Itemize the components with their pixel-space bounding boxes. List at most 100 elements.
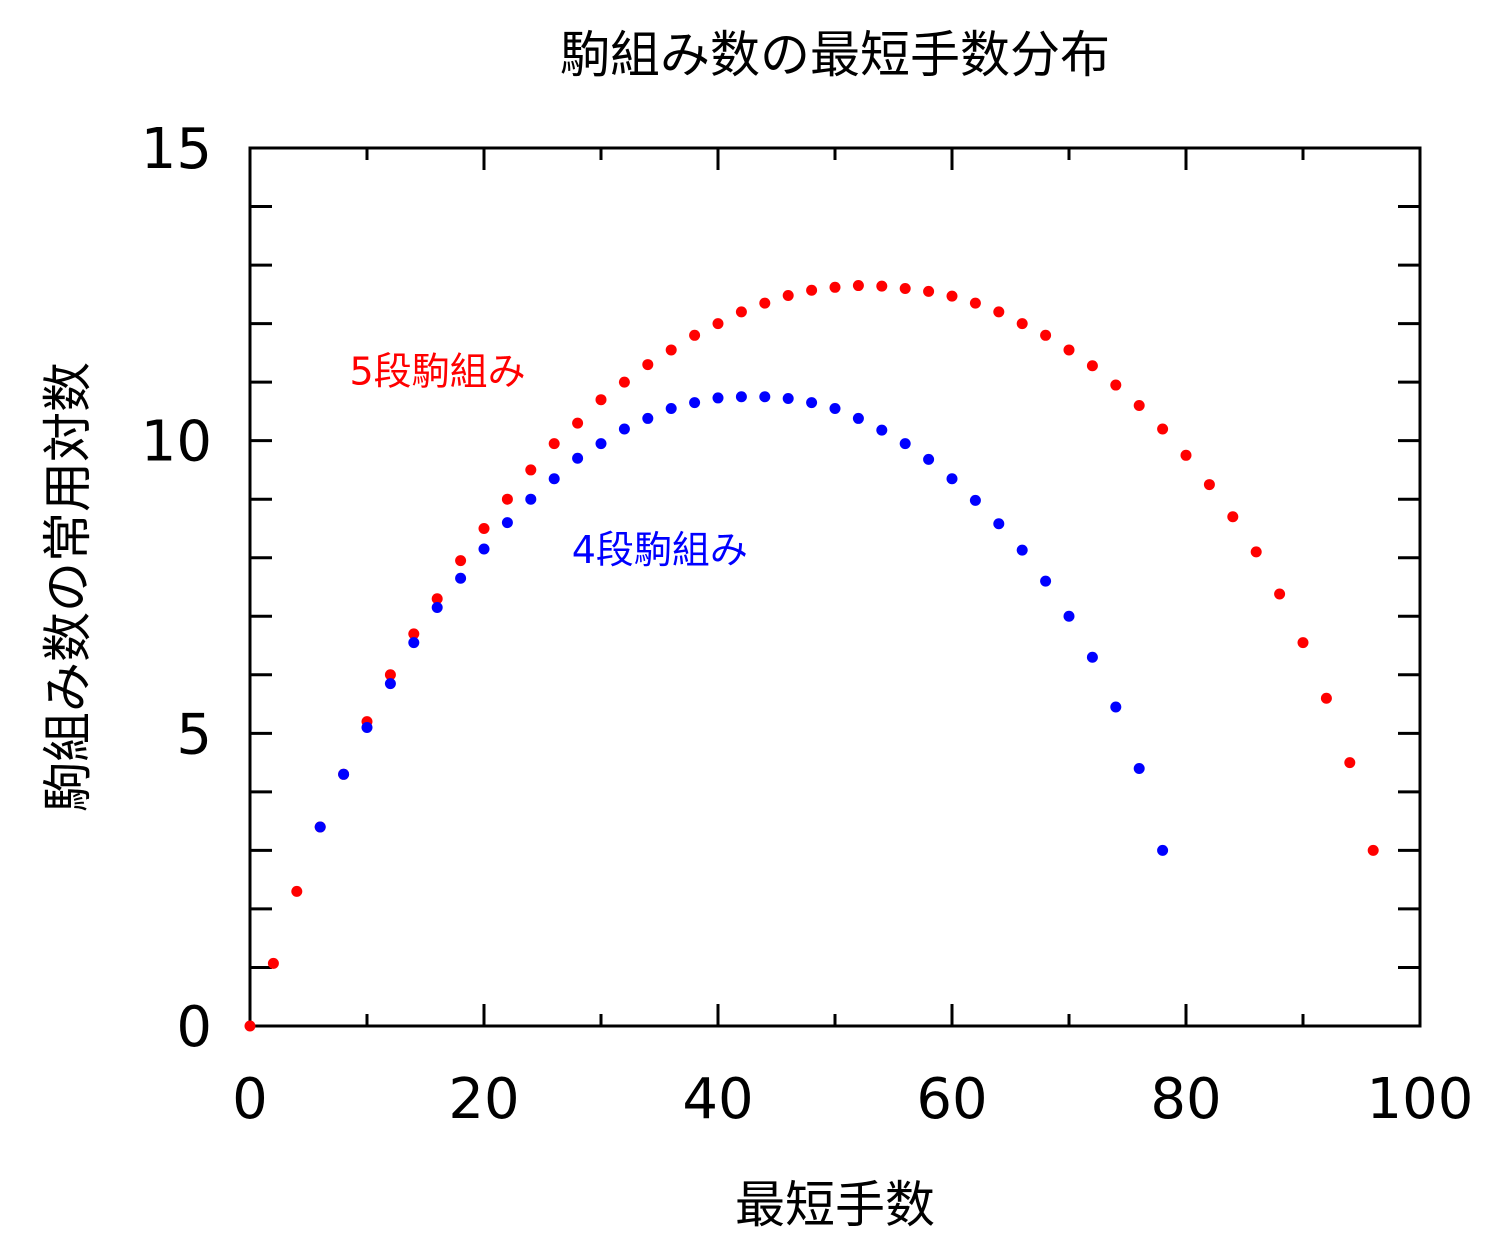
series-5dan-point	[1016, 318, 1028, 330]
series-5dan-point	[735, 306, 747, 318]
series-4dan-point	[572, 452, 584, 464]
tick-labels: 0 20 40 60 80 100 0 5 10 15	[141, 117, 1474, 1132]
series-5dan-point	[969, 297, 981, 309]
series-5dan-point	[595, 394, 607, 406]
series-5dan-point	[244, 1020, 256, 1032]
y-tick-label: 15	[141, 117, 212, 182]
series-4dan-point	[806, 397, 818, 409]
series-5dan-point	[852, 280, 864, 292]
series-4dan-point	[595, 438, 607, 450]
series-4dan-point	[455, 572, 467, 584]
series-5dan-point	[1367, 844, 1379, 856]
y-tick-label: 5	[176, 702, 212, 767]
series-4dan-point	[384, 678, 396, 690]
annotation-5dan: 5段駒組み	[349, 349, 525, 393]
series-5dan-point	[642, 359, 654, 371]
data-points	[244, 280, 1379, 1032]
series-4dan-point	[829, 402, 841, 414]
series-4dan-point	[1133, 762, 1145, 774]
series-5dan-point	[1133, 400, 1145, 412]
series-5dan-point	[1344, 757, 1356, 769]
series-4dan-point	[361, 721, 373, 733]
series-4dan-point	[665, 402, 677, 414]
chart-title: 駒組み数の最短手数分布	[560, 26, 1110, 84]
annotation-4dan: 4段駒組み	[572, 528, 748, 572]
series-5dan-point	[993, 306, 1005, 318]
series-5dan-point	[384, 669, 396, 681]
series-annotations: 5段駒組み 4段駒組み	[349, 349, 747, 572]
x-tick-label: 100	[1367, 1067, 1474, 1132]
series-5dan-point	[1110, 379, 1122, 391]
series-4dan-point	[408, 637, 420, 649]
y-tick-label: 10	[141, 410, 212, 475]
series-5dan-point	[876, 280, 888, 292]
axis-ticks	[248, 146, 1422, 1028]
series-5dan-point	[1203, 479, 1215, 491]
series-5dan-point	[1063, 344, 1075, 356]
series-5dan-point	[1320, 692, 1332, 704]
series-4dan-point	[314, 821, 326, 833]
series-5dan-point	[665, 344, 677, 356]
series-4dan-point	[923, 453, 935, 465]
x-tick-label: 60	[916, 1067, 987, 1132]
y-tick-label: 0	[176, 995, 212, 1060]
series-5dan-point	[1040, 329, 1052, 341]
series-4dan-point	[899, 438, 911, 450]
series-5dan-point	[501, 493, 513, 505]
series-5dan-point	[923, 285, 935, 297]
series-5dan-point	[618, 376, 630, 388]
plot-frame	[248, 146, 1422, 1028]
series-4dan-point	[431, 601, 443, 613]
series-4dan-point	[1110, 701, 1122, 713]
series-5dan-point	[1297, 637, 1309, 649]
x-tick-label: 20	[448, 1067, 519, 1132]
series-4dan-point	[969, 494, 981, 506]
series-5dan-point	[829, 281, 841, 293]
series-5dan-point	[1157, 423, 1169, 435]
series-5dan-point	[291, 885, 303, 897]
series-5dan-point	[1274, 588, 1286, 600]
series-5dan-point	[782, 290, 794, 302]
series-5dan-point	[1227, 511, 1239, 523]
series-5dan-point	[548, 438, 560, 450]
series-5dan-point	[946, 290, 958, 302]
series-4dan-point	[478, 543, 490, 555]
series-4dan-point	[782, 393, 794, 405]
series-4dan-point	[525, 493, 537, 505]
series-4dan-point	[642, 412, 654, 424]
series-5dan-point	[1180, 449, 1192, 461]
series-5dan-point	[455, 555, 467, 567]
series-5dan-point	[712, 318, 724, 330]
series-5dan-point	[899, 282, 911, 294]
y-axis-label: 駒組み数の常用対数	[39, 362, 97, 812]
series-4dan-point	[1063, 610, 1075, 622]
series-4dan-point	[618, 423, 630, 435]
series-4dan-point	[946, 473, 958, 485]
x-axis-label: 最短手数	[735, 1176, 935, 1234]
series-5dan-point	[689, 329, 701, 341]
series-4dan-point	[735, 391, 747, 403]
series-4dan-point	[1040, 575, 1052, 587]
series-4dan-point	[876, 424, 888, 436]
x-tick-label: 80	[1150, 1067, 1221, 1132]
series-4dan-point	[1086, 651, 1098, 663]
series-5dan-point	[1250, 546, 1262, 558]
series-4dan-point	[548, 473, 560, 485]
series-4dan-point	[501, 517, 513, 529]
series-4dan-point	[712, 392, 724, 404]
series-4dan-point	[689, 397, 701, 409]
series-5dan-point	[1086, 360, 1098, 372]
series-5dan-point	[806, 284, 818, 296]
series-5dan-point	[408, 628, 420, 640]
series-4dan-point	[852, 412, 864, 424]
series-5dan-point	[267, 957, 279, 969]
series-4dan-point	[993, 518, 1005, 530]
series-5dan-point	[525, 464, 537, 476]
series-4dan-point	[1157, 844, 1169, 856]
series-5dan-point	[431, 593, 443, 605]
series-4dan-point	[1016, 544, 1028, 556]
series-4dan-point	[759, 391, 771, 403]
x-tick-label: 0	[232, 1067, 268, 1132]
series-5dan-point	[478, 522, 490, 534]
x-tick-label: 40	[682, 1067, 753, 1132]
